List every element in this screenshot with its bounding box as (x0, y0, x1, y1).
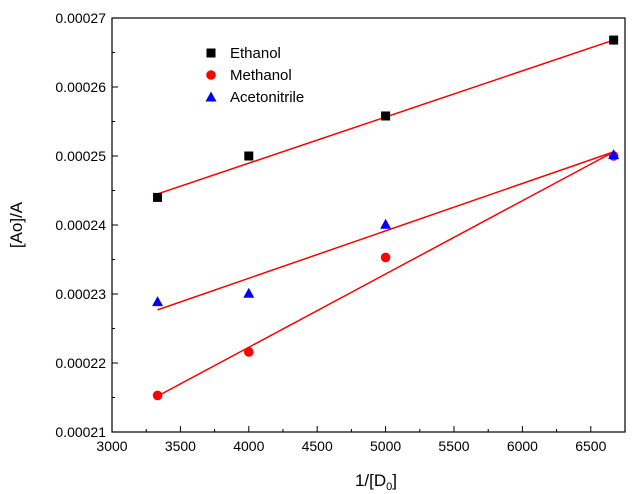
data-markers (152, 35, 620, 401)
point-methanol (380, 252, 391, 263)
x-tick-label: 3500 (165, 438, 196, 454)
point-methanol (152, 390, 163, 401)
point-acetonitrile (608, 149, 620, 160)
y-tick-label: 0.00024 (55, 217, 106, 233)
y-tick-label: 0.00025 (55, 148, 106, 164)
y-tick-label: 0.00023 (55, 286, 106, 302)
point-ethanol (153, 192, 163, 202)
plot-border (111, 17, 626, 433)
y-tick-label: 0.00022 (55, 355, 106, 371)
y-axis-title: [Ao]/A (7, 201, 26, 248)
plot-frame (111, 17, 626, 433)
point-ethanol (609, 35, 619, 45)
fit-line-acetonitrile (157, 151, 614, 311)
legend-marker-methanol (206, 70, 216, 80)
point-acetonitrile (243, 287, 255, 298)
x-tick-label: 4500 (302, 438, 333, 454)
x-axis-title: 1/[D0] (355, 471, 397, 493)
legend-marker-ethanol (206, 48, 216, 58)
y-axis-ticks: 0.00021 0.00022 0.00023 0.00024 0.00025 0.000… (55, 10, 118, 440)
legend: Ethanol Methanol Acetonitrile (205, 45, 304, 106)
x-tick-label: 3000 (96, 438, 127, 454)
x-axis-ticks: 3000 3500 4000 4500 5000 5500 6000 6500 (96, 426, 607, 454)
y-tick-label: 0.00026 (55, 79, 106, 95)
x-tick-label: 5500 (438, 438, 469, 454)
fit-lines (157, 39, 614, 397)
x-tick-label: 4000 (233, 438, 264, 454)
point-acetonitrile (380, 218, 392, 229)
x-tick-label: 6000 (507, 438, 538, 454)
x-tick-label: 5000 (370, 438, 401, 454)
fit-line-methanol (157, 151, 614, 397)
legend-marker-acetonitrile (205, 91, 217, 102)
legend-label-acetonitrile: Acetonitrile (230, 89, 304, 106)
point-ethanol (381, 111, 391, 121)
legend-label-methanol: Methanol (230, 67, 292, 84)
point-methanol (244, 347, 254, 357)
legend-label-ethanol: Ethanol (230, 45, 281, 62)
point-ethanol (244, 151, 254, 161)
y-tick-label: 0.00021 (55, 424, 106, 440)
point-acetonitrile (152, 296, 164, 307)
x-tick-label: 6500 (575, 438, 606, 454)
y-tick-label: 0.00027 (55, 10, 106, 26)
